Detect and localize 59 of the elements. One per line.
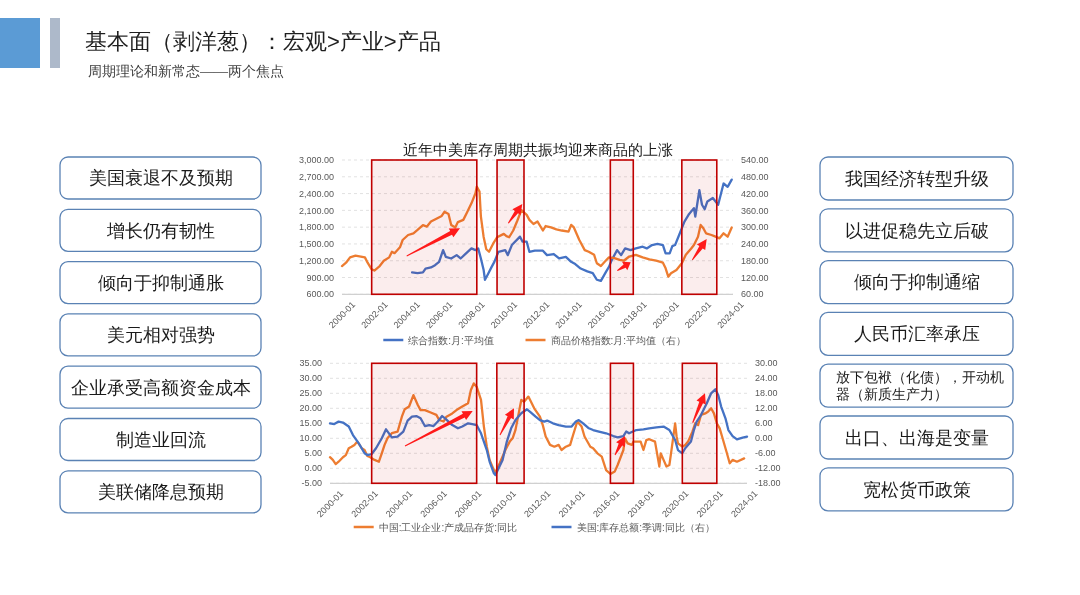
y2-tick-label: 240.00 bbox=[741, 239, 769, 250]
text: 人民币汇率承压 bbox=[853, 324, 980, 345]
line-series bbox=[340, 185, 733, 278]
y-tick-label: 5.00 bbox=[304, 448, 322, 459]
y-tick-label: 2,400.00 bbox=[298, 188, 334, 199]
y2-tick-label: -12.00 bbox=[755, 463, 781, 474]
text: 我国经济转型升级 bbox=[844, 168, 989, 189]
y2-tick-label: 0.00 bbox=[755, 433, 773, 444]
y2-tick-label: 480.00 bbox=[741, 171, 769, 182]
y2-tick-label: -18.00 bbox=[755, 478, 781, 489]
legend-label: 中国:工业企业:产成品存货:同比 bbox=[378, 521, 518, 533]
y2-tick-label: 420.00 bbox=[741, 188, 769, 199]
text: 基本面（剥洋葱）：宏观>产业>产品 bbox=[85, 29, 441, 54]
text: 周期理论和新常态——两个焦点 bbox=[88, 64, 284, 79]
text: 以进促稳先立后破 bbox=[844, 220, 989, 241]
y-tick-label: 10.00 bbox=[299, 433, 322, 444]
text: 企业承受高额资金成本 bbox=[70, 377, 251, 398]
legend-label: 综合指数:月:平均值 bbox=[408, 334, 494, 346]
y-tick-label: 20.00 bbox=[299, 403, 322, 414]
y-tick-label: 1,500.00 bbox=[298, 239, 334, 250]
y2-tick-label: 300.00 bbox=[741, 222, 769, 233]
y2-tick-label: 18.00 bbox=[755, 388, 778, 399]
y2-tick-label: -6.00 bbox=[755, 448, 776, 459]
text: 美联储降息预期 bbox=[97, 482, 224, 503]
y-tick-label: 1,800.00 bbox=[298, 222, 334, 233]
y2-tick-label: 120.00 bbox=[741, 272, 769, 283]
y2-tick-label: 540.00 bbox=[741, 155, 769, 166]
y-tick-label: 35.00 bbox=[299, 358, 322, 369]
text: 美元相对强势 bbox=[106, 325, 215, 346]
y-tick-label: 30.00 bbox=[299, 373, 322, 384]
legend-label: 美国:库存总额:季调:同比（右） bbox=[576, 521, 715, 533]
line-series bbox=[410, 178, 733, 283]
y-tick-label: 15.00 bbox=[299, 418, 322, 429]
legend-label: 商品价格指数:月:平均值（右） bbox=[550, 334, 687, 346]
text: 宽松货币政策 bbox=[862, 479, 971, 500]
y-tick-label: 1,200.00 bbox=[298, 255, 334, 266]
text: 美国衰退不及预期 bbox=[88, 168, 233, 189]
text: 倾向于抑制通胀 bbox=[97, 272, 224, 293]
y-tick-label: 25.00 bbox=[299, 388, 322, 399]
y-tick-label: 600.00 bbox=[306, 289, 334, 300]
y2-tick-label: 180.00 bbox=[741, 255, 769, 266]
y2-tick-label: 60.00 bbox=[741, 289, 764, 300]
y-tick-label: 3,000.00 bbox=[298, 155, 334, 166]
y2-tick-label: 30.00 bbox=[755, 358, 778, 369]
y-tick-label: -5.00 bbox=[301, 478, 322, 489]
text: 制造业回流 bbox=[115, 429, 206, 450]
y-tick-label: 2,700.00 bbox=[298, 171, 334, 182]
text: 出口、出海是变量 bbox=[844, 427, 989, 448]
text: 倾向于抑制通缩 bbox=[853, 272, 980, 293]
y2-tick-label: 6.00 bbox=[755, 418, 773, 429]
y-tick-label: 900.00 bbox=[306, 272, 334, 283]
y2-tick-label: 360.00 bbox=[741, 205, 769, 216]
y-tick-label: 2,100.00 bbox=[298, 205, 334, 216]
y2-tick-label: 12.00 bbox=[755, 403, 778, 414]
text: 增长仍有韧性 bbox=[105, 220, 215, 241]
y2-tick-label: 24.00 bbox=[755, 373, 778, 384]
chart-title: 近年中美库存周期共振均迎来商品的上涨 bbox=[402, 142, 673, 158]
y-tick-label: 0.00 bbox=[304, 463, 322, 474]
text: 放下包袱（化债），开动机器（新质生产力） bbox=[836, 369, 1004, 403]
